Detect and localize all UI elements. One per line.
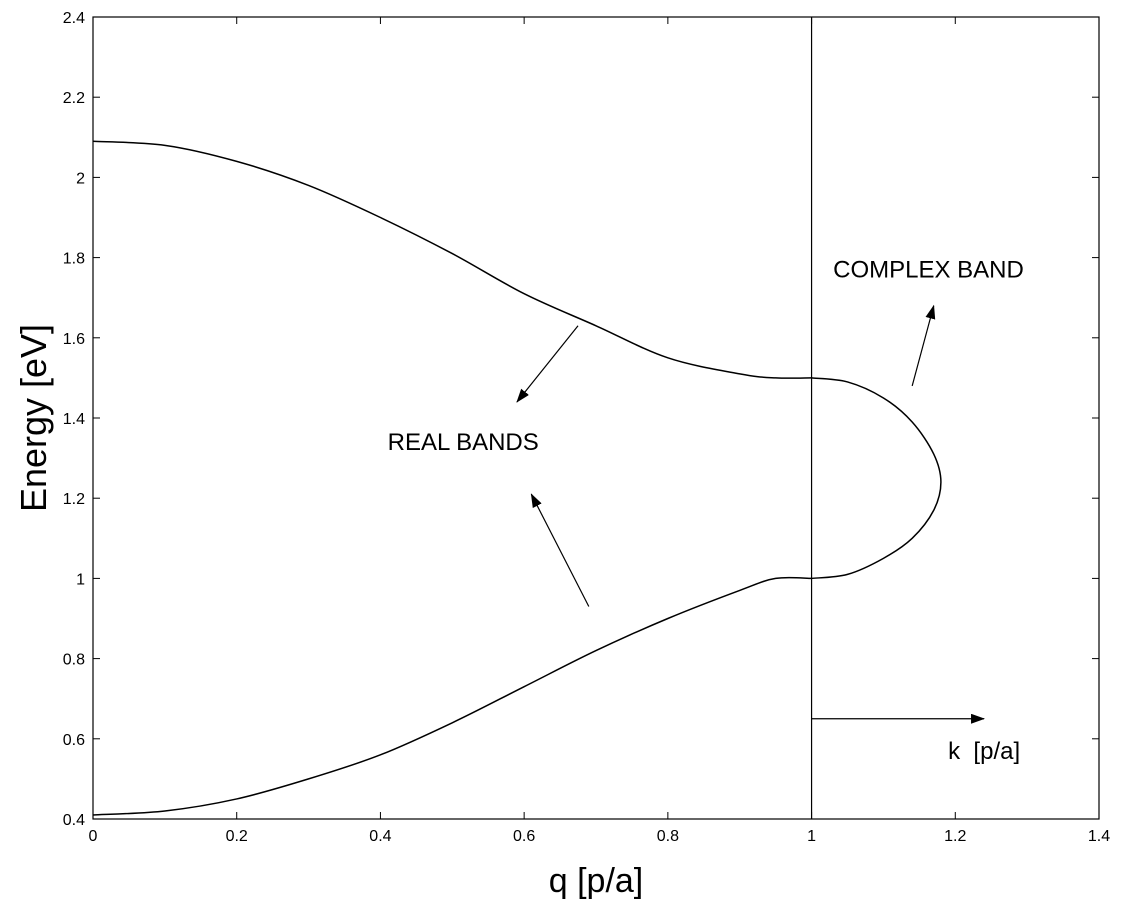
- complex-band-arrow: [911, 304, 936, 387]
- x-axis-label: q [p/a]: [549, 862, 644, 900]
- y-tick-label: 2.4: [63, 10, 85, 27]
- complex-band-label: COMPLEX BAND: [833, 257, 1024, 284]
- x-tick-label: 0.8: [657, 828, 679, 845]
- y-tick-label: 0.6: [63, 732, 85, 749]
- annotation-arrows: [516, 304, 986, 724]
- x-tick-label: 0.2: [226, 828, 248, 845]
- x-tick-labels: 0 0.2 0.4 0.6 0.8 1 1.2 1.4: [89, 828, 1111, 845]
- band-curves: [92, 140, 942, 816]
- lower-real-band-curve: [92, 576, 812, 816]
- y-tick-label: 1.8: [63, 251, 85, 268]
- annotations: REAL BANDS COMPLEX BAND k [p/a]: [388, 257, 1024, 765]
- y-tick-label: 2.2: [63, 90, 85, 107]
- y-tick-label: 1.6: [63, 331, 85, 348]
- axis-ticks: [92, 16, 1100, 820]
- real-band-arrow-lower: [530, 493, 590, 607]
- x-tick-label: 1: [807, 828, 816, 845]
- y-tick-label: 2: [76, 170, 85, 187]
- real-bands-label: REAL BANDS: [388, 429, 539, 456]
- plot-frame: [92, 16, 1100, 820]
- x-tick-label: 0.4: [369, 828, 391, 845]
- y-axis-label: Energy [eV]: [13, 324, 54, 512]
- x-tick-label: 1.2: [944, 828, 966, 845]
- upper-real-band-curve: [92, 140, 812, 379]
- k-axis-label: k [p/a]: [948, 738, 1020, 765]
- complex-band-curve: [811, 377, 942, 580]
- y-tick-label: 1.2: [63, 491, 85, 508]
- y-tick-label: 1: [76, 571, 85, 588]
- y-tick-labels: 0.4 0.6 0.8 1 1.2 1.4 1.6 1.8 2 2.2 2.4: [63, 10, 85, 829]
- x-tick-label: 0.6: [513, 828, 535, 845]
- x-tick-label: 1.4: [1088, 828, 1110, 845]
- real-band-arrow-upper: [516, 325, 579, 403]
- y-tick-label: 0.4: [63, 812, 85, 829]
- y-tick-label: 1.4: [63, 411, 85, 428]
- x-tick-label: 0: [89, 828, 98, 845]
- y-tick-label: 0.8: [63, 652, 85, 669]
